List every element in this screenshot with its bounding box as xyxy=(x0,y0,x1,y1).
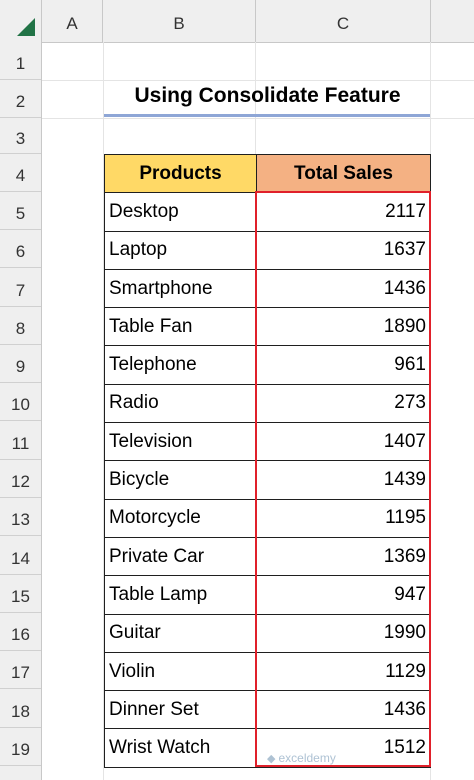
product-cell[interactable]: Desktop xyxy=(104,192,257,232)
table-header-row: Products Total Sales xyxy=(104,153,431,194)
product-cell[interactable]: Telephone xyxy=(104,345,257,385)
row-header-2[interactable]: 2 xyxy=(0,80,41,118)
row-header-8[interactable]: 8 xyxy=(0,307,41,345)
product-cell[interactable]: Smartphone xyxy=(104,268,257,309)
row-header-5[interactable]: 5 xyxy=(0,192,41,230)
table-row: Dinner Set 1436 xyxy=(104,690,431,730)
product-cell[interactable]: Private Car xyxy=(104,536,257,577)
total-sales-cell[interactable]: 1436 xyxy=(256,690,431,730)
column-header-a[interactable]: A xyxy=(42,0,103,42)
total-sales-cell[interactable]: 273 xyxy=(256,383,431,424)
select-all-triangle-icon xyxy=(17,18,35,36)
header-total-sales[interactable]: Total Sales xyxy=(256,153,431,194)
total-sales-cell[interactable]: 961 xyxy=(256,345,431,385)
total-sales-cell[interactable]: 1890 xyxy=(256,307,431,347)
table-row: Private Car 1369 xyxy=(104,536,431,577)
row-header-18[interactable]: 18 xyxy=(0,689,41,728)
gridline-horizontal xyxy=(42,118,474,119)
row-header-10[interactable]: 10 xyxy=(0,383,41,421)
watermark-logo-icon: ◆ xyxy=(267,753,276,765)
table-row: Wrist Watch 1512 xyxy=(104,728,431,768)
row-header-4[interactable]: 4 xyxy=(0,154,41,192)
table-row: Telephone 961 xyxy=(104,345,431,385)
header-products[interactable]: Products xyxy=(104,153,257,194)
product-cell[interactable]: Radio xyxy=(104,383,257,424)
row-header-3[interactable]: 3 xyxy=(0,118,41,154)
product-cell[interactable]: Laptop xyxy=(104,230,257,270)
row-header-9[interactable]: 9 xyxy=(0,345,41,383)
gridline-vertical xyxy=(103,42,104,780)
row-header-19[interactable]: 19 xyxy=(0,728,41,766)
column-header-bar: A B C xyxy=(0,0,474,43)
table-row: Table Lamp 947 xyxy=(104,575,431,615)
total-sales-cell[interactable]: 1129 xyxy=(256,651,431,692)
total-sales-cell[interactable]: 1512 xyxy=(256,728,431,768)
column-header-b[interactable]: B xyxy=(103,0,256,42)
table-row: Table Fan 1890 xyxy=(104,307,431,347)
table-row: Bicycle 1439 xyxy=(104,460,431,500)
table-row: Smartphone 1436 xyxy=(104,268,431,309)
row-header-11[interactable]: 11 xyxy=(0,421,41,460)
total-sales-cell[interactable]: 1990 xyxy=(256,613,431,653)
table-row: Guitar 1990 xyxy=(104,613,431,653)
row-header-17[interactable]: 17 xyxy=(0,651,41,689)
sales-table: Products Total Sales Desktop 2117 Laptop 16… xyxy=(104,153,431,768)
total-sales-cell[interactable]: 2117 xyxy=(256,192,431,232)
row-header-13[interactable]: 13 xyxy=(0,498,41,536)
product-cell[interactable]: Table Lamp xyxy=(104,575,257,615)
gridline-horizontal xyxy=(42,80,474,81)
sheet-title: Using Consolidate Feature xyxy=(134,84,401,107)
watermark-text: exceldemy xyxy=(278,751,336,765)
title-underline xyxy=(104,114,430,117)
product-cell[interactable]: Violin xyxy=(104,651,257,692)
table-row: Desktop 2117 xyxy=(104,192,431,232)
product-cell[interactable]: Dinner Set xyxy=(104,690,257,730)
product-cell[interactable]: Guitar xyxy=(104,613,257,653)
table-row: Television 1407 xyxy=(104,422,431,462)
product-cell[interactable]: Television xyxy=(104,422,257,462)
row-header-15[interactable]: 15 xyxy=(0,575,41,613)
total-sales-cell[interactable]: 1195 xyxy=(256,498,431,538)
table-row: Radio 273 xyxy=(104,383,431,424)
product-cell[interactable]: Motorcycle xyxy=(104,498,257,538)
table-row: Motorcycle 1195 xyxy=(104,498,431,538)
total-sales-cell[interactable]: 1369 xyxy=(256,536,431,577)
row-header-bar: 1 2 3 4 5 6 7 8 9 10 11 12 13 14 15 16 17 18 19 xyxy=(0,42,42,780)
total-sales-cell[interactable]: 1439 xyxy=(256,460,431,500)
row-header-12[interactable]: 12 xyxy=(0,460,41,498)
row-header-7[interactable]: 7 xyxy=(0,268,41,307)
total-sales-cell[interactable]: 947 xyxy=(256,575,431,615)
product-cell[interactable]: Table Fan xyxy=(104,307,257,347)
table-body: Desktop 2117 Laptop 1637 Smartphone 1436 Table… xyxy=(104,192,431,768)
watermark: ◆ exceldemy xyxy=(267,751,336,765)
table-row: Laptop 1637 xyxy=(104,230,431,270)
total-sales-cell[interactable]: 1407 xyxy=(256,422,431,462)
total-sales-cell[interactable]: 1436 xyxy=(256,268,431,309)
gridline-vertical xyxy=(255,42,256,154)
product-cell[interactable]: Bicycle xyxy=(104,460,257,500)
row-header-16[interactable]: 16 xyxy=(0,613,41,651)
row-header-6[interactable]: 6 xyxy=(0,230,41,268)
select-all-button[interactable] xyxy=(0,0,42,42)
row-header-14[interactable]: 14 xyxy=(0,536,41,575)
row-header-1[interactable]: 1 xyxy=(0,42,41,80)
table-row: Violin 1129 xyxy=(104,651,431,692)
column-header-c[interactable]: C xyxy=(256,0,431,42)
total-sales-cell[interactable]: 1637 xyxy=(256,230,431,270)
product-cell[interactable]: Wrist Watch xyxy=(104,728,257,768)
